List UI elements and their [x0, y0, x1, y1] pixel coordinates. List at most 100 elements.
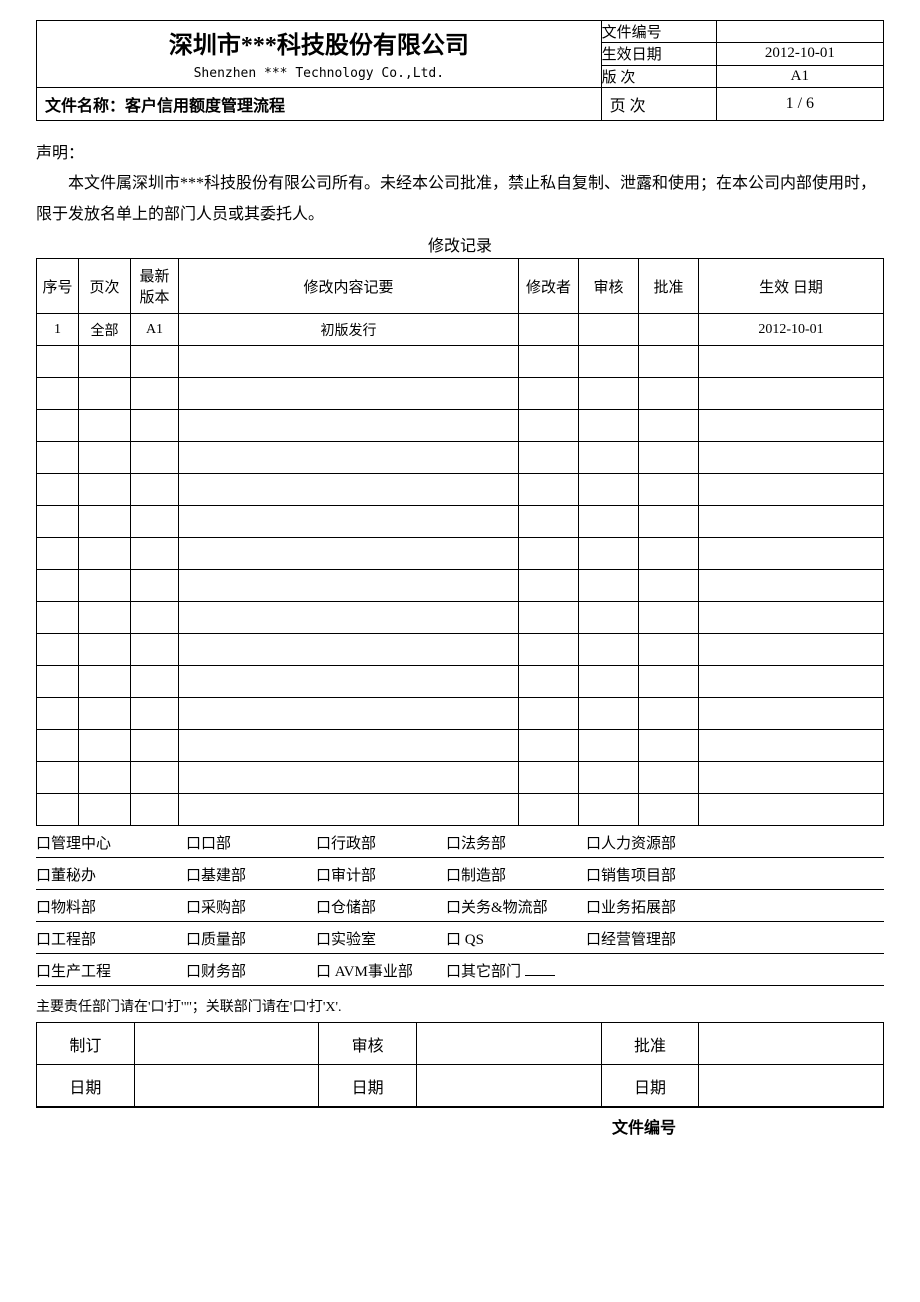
revision-cell-empty	[699, 538, 884, 570]
review-date-value	[417, 1065, 602, 1107]
revision-cell-empty	[699, 666, 884, 698]
department-cell: 口生产工程	[36, 954, 186, 986]
revision-cell-empty	[579, 794, 639, 826]
department-cell: 口审计部	[316, 858, 446, 890]
revision-cell-empty	[179, 378, 519, 410]
prepare-label: 制订	[37, 1023, 135, 1065]
revision-cell-empty	[579, 442, 639, 474]
revision-cell-empty	[639, 442, 699, 474]
revision-cell-empty	[179, 634, 519, 666]
revision-row-empty	[37, 410, 884, 442]
prepare-date-value	[134, 1065, 319, 1107]
department-cell: 口制造部	[446, 858, 586, 890]
approve-value	[699, 1023, 884, 1065]
revision-cell-empty	[699, 442, 884, 474]
revision-cell-empty	[579, 666, 639, 698]
revision-cell-empty	[131, 506, 179, 538]
page-value: 1 / 6	[716, 88, 883, 121]
department-cell: 口质量部	[186, 922, 316, 954]
revision-cell-empty	[37, 698, 79, 730]
revision-cell-empty	[131, 346, 179, 378]
col-eff-date: 生效 日期	[699, 259, 884, 314]
revision-cell-empty	[579, 506, 639, 538]
revision-cell-empty	[579, 410, 639, 442]
revision-cell-empty	[79, 794, 131, 826]
revision-cell-empty	[37, 378, 79, 410]
department-cell: 口其它部门	[446, 954, 586, 986]
revision-cell-empty	[179, 506, 519, 538]
revision-cell-empty	[639, 666, 699, 698]
revision-cell-empty	[79, 506, 131, 538]
department-cell: 口董秘办	[36, 858, 186, 890]
revision-cell-empty	[519, 794, 579, 826]
department-cell: 口经营管理部	[586, 922, 884, 954]
revision-cell-empty	[37, 442, 79, 474]
revision-cell-empty	[699, 634, 884, 666]
revision-row-empty	[37, 570, 884, 602]
header-company-cell: 深圳市***科技股份有限公司 Shenzhen *** Technology C…	[37, 21, 602, 88]
revision-cell-empty	[699, 346, 884, 378]
page-label: 页 次	[601, 88, 716, 121]
revision-cell-empty	[131, 538, 179, 570]
revision-row-empty	[37, 730, 884, 762]
department-cell: 口管理中心	[36, 826, 186, 858]
doc-no-label: 文件编号	[601, 21, 716, 43]
revision-cell-empty	[699, 506, 884, 538]
revision-cell-empty	[131, 410, 179, 442]
col-modifier: 修改者	[519, 259, 579, 314]
department-cell: 口人力资源部	[586, 826, 884, 858]
footer-docnum: 文件编号	[36, 1107, 884, 1144]
department-cell: 口法务部	[446, 826, 586, 858]
revision-cell-empty	[639, 570, 699, 602]
revision-cell-empty	[131, 762, 179, 794]
footer-spacer	[36, 1108, 606, 1145]
approve-date-value	[699, 1065, 884, 1107]
col-reviewer: 审核	[579, 259, 639, 314]
revision-cell-empty	[639, 538, 699, 570]
revision-cell-empty	[579, 698, 639, 730]
revision-cell-empty	[37, 794, 79, 826]
declaration-title: 声明：	[36, 139, 884, 169]
revision-cell-empty	[179, 762, 519, 794]
revision-cell-empty	[519, 506, 579, 538]
col-desc: 修改内容记要	[179, 259, 519, 314]
revision-cell-empty	[179, 346, 519, 378]
revision-cell-empty	[579, 570, 639, 602]
revision-cell-empty	[179, 698, 519, 730]
revision-cell-empty	[639, 410, 699, 442]
department-checklist: 口管理中心口口部口行政部口法务部口人力资源部口董秘办口基建部口审计部口制造部口销…	[36, 826, 884, 986]
revision-cell-empty	[579, 378, 639, 410]
revision-cell-empty	[699, 474, 884, 506]
department-cell: 口实验室	[316, 922, 446, 954]
revision-cell-empty	[699, 602, 884, 634]
revision-cell-empty	[37, 666, 79, 698]
revision-cell-empty	[519, 730, 579, 762]
col-page: 页次	[79, 259, 131, 314]
revision-row-empty	[37, 346, 884, 378]
revision-cell-empty	[519, 666, 579, 698]
revision-cell-approver	[639, 314, 699, 346]
revision-cell-empty	[179, 442, 519, 474]
doc-name-value: 客户信用额度管理流程	[125, 98, 285, 115]
revision-cell-empty	[699, 794, 884, 826]
revision-cell-empty	[699, 378, 884, 410]
revision-header-row: 序号 页次 最新版本 修改内容记要 修改者 审核 批准 生效 日期	[37, 259, 884, 314]
revision-table: 序号 页次 最新版本 修改内容记要 修改者 审核 批准 生效 日期 1全部A1初…	[36, 258, 884, 826]
revision-cell-empty	[79, 474, 131, 506]
revision-cell-empty	[519, 410, 579, 442]
revision-cell-empty	[37, 730, 79, 762]
revision-cell-empty	[179, 410, 519, 442]
declaration-body: 本文件属深圳市***科技股份有限公司所有。未经本公司批准，禁止私自复制、泄露和使…	[36, 169, 884, 230]
revision-cell-empty	[79, 666, 131, 698]
revision-cell-empty	[519, 538, 579, 570]
department-row: 口工程部口质量部口实验室口 QS口经营管理部	[36, 922, 884, 954]
company-name-en: Shenzhen *** Technology Co.,Ltd.	[37, 60, 601, 87]
revision-cell-empty	[37, 410, 79, 442]
revision-cell-empty	[37, 474, 79, 506]
revision-cell-empty	[79, 634, 131, 666]
revision-cell-empty	[37, 602, 79, 634]
revision-row-empty	[37, 474, 884, 506]
revision-cell-empty	[79, 602, 131, 634]
department-cell: 口财务部	[186, 954, 316, 986]
revision-cell-empty	[579, 474, 639, 506]
